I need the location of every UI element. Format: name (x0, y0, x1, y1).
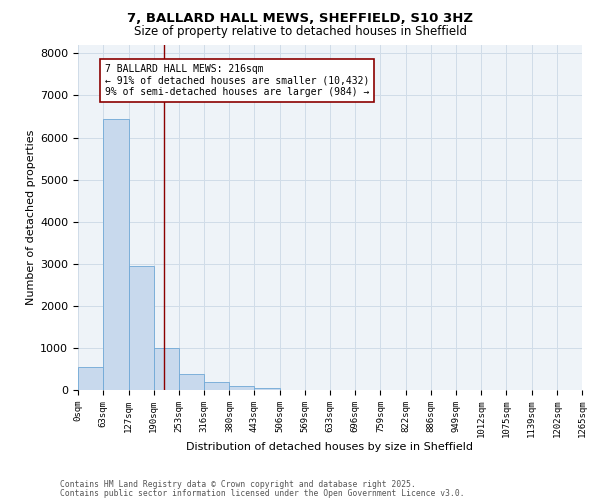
Bar (154, 348, 179, 390)
Text: Contains HM Land Registry data © Crown copyright and database right 2025.: Contains HM Land Registry data © Crown c… (60, 480, 416, 489)
Bar (128, 266, 154, 390)
Text: Size of property relative to detached houses in Sheffield: Size of property relative to detached ho… (133, 25, 467, 38)
Text: Contains public sector information licensed under the Open Government Licence v3: Contains public sector information licen… (60, 488, 464, 498)
Bar (254, 388, 280, 390)
Text: 7 BALLARD HALL MEWS: 216sqm
← 91% of detached houses are smaller (10,432)
9% of : 7 BALLARD HALL MEWS: 216sqm ← 91% of det… (105, 64, 370, 97)
Text: 7, BALLARD HALL MEWS, SHEFFIELD, S10 3HZ: 7, BALLARD HALL MEWS, SHEFFIELD, S10 3HZ (127, 12, 473, 26)
X-axis label: Distribution of detached houses by size in Sheffield: Distribution of detached houses by size … (187, 442, 473, 452)
Bar (204, 382, 229, 390)
Bar (229, 386, 254, 390)
Bar (103, 118, 128, 390)
Bar (179, 374, 204, 390)
Bar (78, 367, 103, 390)
Y-axis label: Number of detached properties: Number of detached properties (26, 130, 36, 305)
